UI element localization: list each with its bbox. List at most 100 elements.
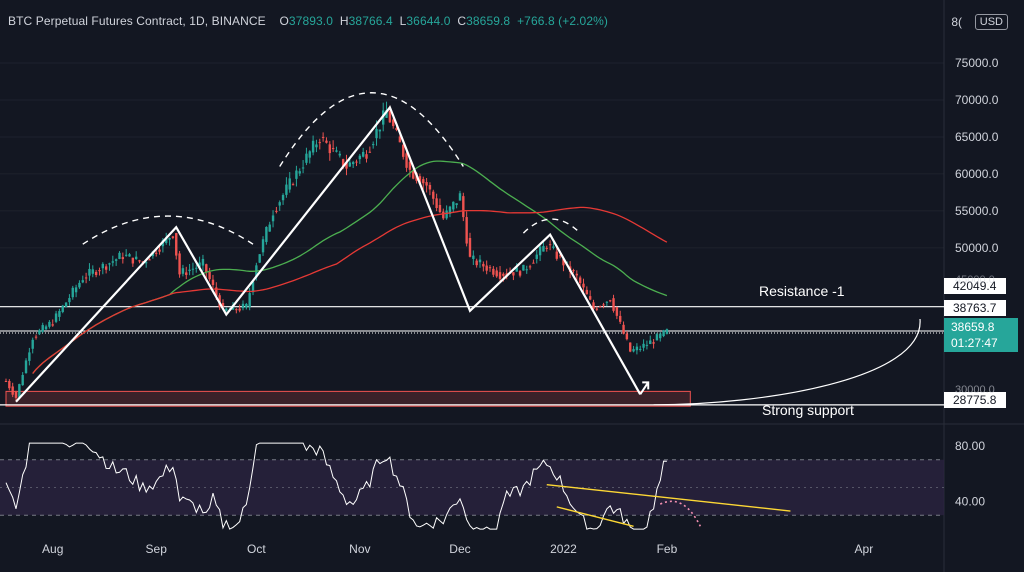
candle-body — [268, 224, 271, 232]
candle-body — [502, 273, 505, 276]
candle-body — [468, 238, 472, 257]
candle-body — [64, 302, 68, 308]
time-tick-label: Nov — [349, 542, 370, 556]
candle-body — [371, 144, 375, 146]
candle-body — [392, 119, 395, 127]
support-label: Strong support — [762, 402, 854, 418]
candle-body — [655, 334, 659, 341]
candle-body — [58, 311, 61, 317]
candle-body — [331, 148, 335, 150]
candle-body — [639, 348, 642, 350]
candle-body — [622, 324, 625, 334]
candle-body — [245, 303, 248, 308]
candle-body — [552, 246, 555, 248]
candle-body — [271, 215, 275, 222]
change-value: +766.8 (+2.02%) — [517, 14, 608, 28]
projection-curve — [653, 318, 921, 406]
pattern-zigzag — [15, 105, 642, 403]
candle-body — [258, 254, 261, 263]
price-tag-support: 28775.8 — [944, 392, 1006, 408]
candle-body — [48, 321, 51, 327]
candle-body — [175, 233, 178, 256]
candle-body — [592, 302, 595, 309]
price-tag-high: 38763.7 — [944, 300, 1006, 316]
price-tag-resistance-text: 42049.4 — [953, 279, 997, 293]
candle-body — [478, 259, 482, 263]
time-tick-label: Oct — [247, 542, 266, 556]
currency-button[interactable]: USD — [974, 14, 1008, 30]
candle-body — [548, 244, 552, 246]
ma-100-line — [32, 206, 668, 374]
candle-body — [251, 281, 255, 293]
candle-body — [482, 263, 485, 267]
time-tick-label: Sep — [146, 542, 168, 556]
candle-body — [68, 298, 71, 303]
candle-body — [578, 277, 582, 284]
candle-body — [348, 162, 352, 167]
candle-body — [275, 210, 278, 212]
candle-body — [41, 325, 44, 332]
dashed-arcs — [82, 92, 581, 245]
candle-body — [488, 267, 492, 269]
time-axis[interactable]: Aug Sep Oct Nov Dec 2022 Feb Apr — [42, 542, 873, 556]
candle-body — [445, 210, 448, 219]
candle-body — [31, 339, 34, 349]
candle-body — [291, 184, 295, 186]
candle-body — [662, 330, 665, 337]
candle-body — [619, 315, 622, 322]
chart-header: BTC Perpetual Futures Contract, 1D, BINA… — [8, 14, 608, 28]
candle-body — [385, 109, 388, 118]
candle-body — [455, 203, 458, 205]
candle-body — [555, 251, 558, 259]
candle-body — [225, 308, 228, 311]
candle-body — [321, 136, 325, 138]
candle-body — [612, 298, 615, 311]
price-levels — [0, 306, 944, 406]
candle-body — [21, 374, 24, 386]
price-tick-label: 60000.0 — [955, 167, 999, 181]
candle-body — [602, 304, 605, 306]
time-tick-label: Feb — [657, 542, 678, 556]
candle-body — [535, 254, 538, 259]
candle-body — [14, 391, 18, 398]
candle-body — [505, 273, 508, 276]
candle-body — [148, 259, 151, 261]
price-tick-label: 50000.0 — [955, 241, 999, 255]
candle-body — [24, 360, 28, 374]
candle-body — [171, 236, 175, 238]
candle-body — [405, 153, 408, 168]
open-label: O — [279, 14, 289, 28]
candle-body — [311, 140, 315, 153]
candle-body — [408, 161, 412, 170]
partial-tick-bottom: 30000.0 — [955, 384, 995, 396]
low-label: L — [399, 14, 407, 28]
symbol-title[interactable]: BTC Perpetual Futures Contract, 1D, BINA… — [8, 14, 266, 28]
candle-body — [629, 342, 632, 352]
candle-body — [625, 333, 629, 340]
candle-body — [195, 267, 198, 269]
candle-body — [659, 333, 662, 339]
rsi-tick-label: 80.00 — [955, 439, 985, 453]
candle-body — [472, 255, 475, 259]
candle-body — [665, 329, 669, 334]
candle-body — [328, 144, 331, 154]
resistance-label: Resistance -1 — [759, 283, 845, 299]
candle-body — [208, 271, 211, 280]
candle-body — [538, 246, 542, 256]
candle-body — [261, 239, 265, 253]
price-axis[interactable]: 75000.0 70000.0 65000.0 60000.0 55000.0 50000… — [955, 56, 999, 508]
head-shoulders-pattern — [15, 105, 650, 403]
candle-body — [88, 268, 91, 276]
candle-body — [61, 305, 64, 312]
support-zone — [5, 390, 691, 407]
candle-body — [198, 262, 201, 267]
candle-body — [128, 254, 131, 257]
candle-body — [211, 279, 215, 285]
candle-body — [155, 252, 158, 254]
candle-body — [305, 153, 308, 163]
candle-body — [465, 217, 468, 244]
candle-body — [71, 287, 74, 298]
support-zone-box — [5, 390, 691, 407]
candle-body — [168, 237, 171, 240]
